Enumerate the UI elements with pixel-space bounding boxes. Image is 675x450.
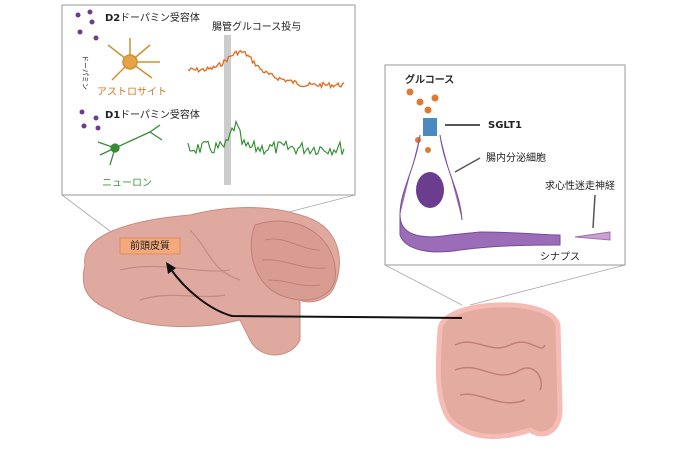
sglt1-transporter [423, 118, 437, 136]
astrocyte [107, 38, 160, 81]
zoom-line [384, 264, 463, 306]
right-panel [384, 64, 626, 266]
synapse-label: シナプス [540, 251, 580, 263]
astrocyte-trace [187, 49, 345, 90]
stimulus-label: 腸管グルコース投与 [212, 20, 301, 33]
left-panel [61, 4, 356, 196]
neuron-trace [187, 119, 345, 157]
stimulus-bar [224, 35, 231, 185]
dopamine-dots [75, 9, 101, 131]
nerve-label: 求心性迷走神経 [545, 179, 615, 192]
cell-arrow [454, 157, 481, 173]
d2-receptor: ドーパミン受容体 [120, 11, 200, 24]
d1-receptor: ドーパミン受容体 [120, 108, 200, 121]
cell-label: 腸内分泌細胞 [486, 151, 546, 164]
zoom-line [469, 264, 626, 306]
d2-label: D2 [105, 13, 120, 24]
nerve-arrow [592, 194, 596, 229]
intestine [435, 302, 563, 440]
dopamine-label: ドーパミン [81, 55, 89, 90]
brain [82, 207, 340, 356]
enteroendocrine-cell [399, 134, 561, 253]
region-label: 前頭皮質 [130, 239, 170, 252]
vagal-nerve [574, 231, 611, 241]
glucose-dots [406, 88, 439, 153]
glucose-label: グルコース [405, 73, 454, 86]
nucleus [416, 172, 444, 208]
sglt1-label: SGLT1 [488, 120, 522, 131]
arrow-head [166, 262, 176, 274]
region-box [119, 237, 181, 255]
d1-label: D1 [105, 110, 120, 121]
neuron [97, 124, 163, 166]
pathway-arrow [169, 267, 463, 319]
astrocyte-label: アストロサイト [97, 86, 167, 98]
neuron-label: ニューロン [102, 178, 152, 189]
